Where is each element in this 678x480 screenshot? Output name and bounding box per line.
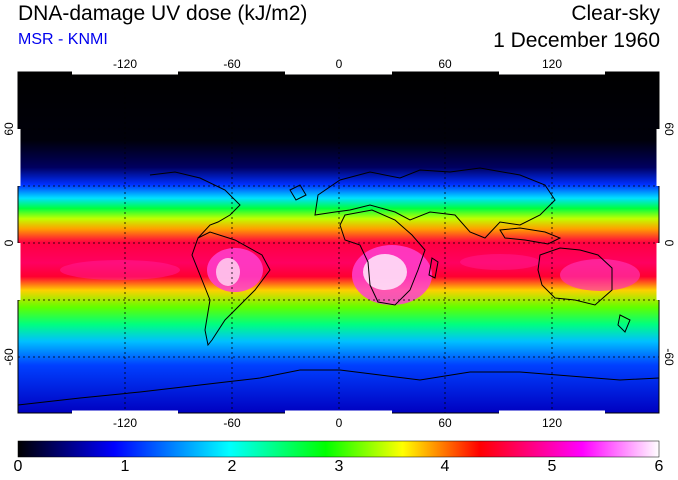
colorbar-label: 0: [13, 458, 23, 475]
lat-tick-right: -60: [662, 348, 676, 366]
coastlines: [18, 167, 659, 406]
lon-tick-top: 60: [438, 57, 452, 71]
lon-tick-bottom: 60: [438, 416, 452, 430]
colorbar-label: 6: [654, 458, 664, 475]
lat-labels-right: 60 0 -60: [662, 122, 676, 366]
colorbar-label: 5: [547, 458, 557, 475]
lon-tick-bottom: -120: [113, 416, 137, 430]
lat-tick-right: 60: [662, 122, 676, 136]
colorbar-label: 1: [120, 458, 130, 475]
source-label: MSR - KNMI: [18, 31, 108, 48]
lon-tick-bottom: -60: [223, 416, 241, 430]
chart-title: DNA-damage UV dose (kJ/m2): [18, 2, 308, 25]
lon-tick-top: 0: [336, 57, 343, 71]
colorbar-label: 4: [440, 458, 450, 475]
lon-labels-top: -120 -60 0 60 120: [113, 57, 562, 71]
colorbar-label: 3: [334, 458, 344, 475]
colorbar-label: 2: [227, 458, 237, 475]
lon-tick-top: 120: [542, 57, 562, 71]
lon-labels-bottom: -120 -60 0 60 120: [113, 416, 562, 430]
dose-hotspot-australia: [560, 259, 640, 291]
lat-tick-right: 0: [662, 240, 676, 247]
sky-condition-label: Clear-sky: [571, 2, 660, 25]
frame-ticks: [17, 71, 660, 414]
lon-tick-top: -120: [113, 57, 137, 71]
lat-tick-left: 60: [2, 122, 16, 136]
date-label: 1 December 1960: [493, 29, 660, 52]
lat-tick-left: -60: [2, 348, 16, 366]
lon-tick-bottom: 0: [336, 416, 343, 430]
lat-tick-left: 0: [2, 239, 16, 246]
gridlines: [18, 72, 659, 413]
lon-tick-bottom: 120: [542, 416, 562, 430]
lat-labels-left: 60 0 -60: [2, 122, 16, 366]
dose-field: [18, 72, 659, 413]
lon-tick-top: -60: [223, 57, 241, 71]
colorbar: [17, 440, 660, 458]
